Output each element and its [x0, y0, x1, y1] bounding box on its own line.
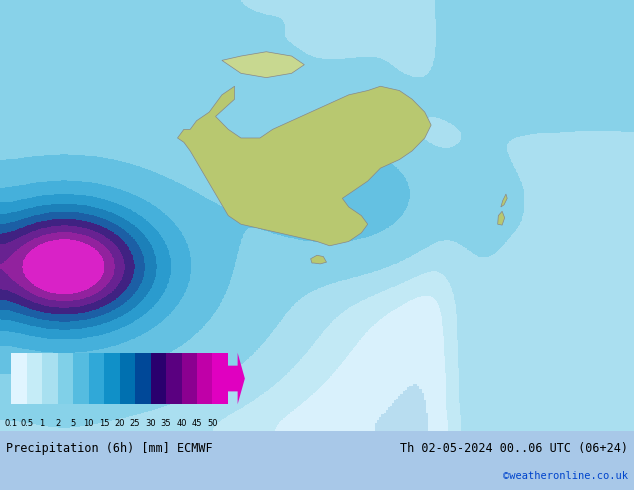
- Text: 10: 10: [83, 419, 94, 428]
- Bar: [181, 353, 197, 404]
- Text: Precipitation (6h) [mm] ECMWF: Precipitation (6h) [mm] ECMWF: [6, 442, 213, 455]
- Bar: [212, 353, 228, 404]
- Text: 1: 1: [39, 419, 45, 428]
- Polygon shape: [501, 194, 507, 207]
- FancyArrow shape: [228, 353, 245, 404]
- Bar: [166, 353, 181, 404]
- Text: ©weatheronline.co.uk: ©weatheronline.co.uk: [503, 471, 628, 481]
- Bar: [11, 353, 27, 404]
- Bar: [42, 353, 58, 404]
- Bar: [104, 353, 120, 404]
- Bar: [135, 353, 150, 404]
- Bar: [120, 353, 135, 404]
- Text: 35: 35: [161, 419, 171, 428]
- Polygon shape: [311, 255, 327, 264]
- Bar: [73, 353, 89, 404]
- Bar: [150, 353, 166, 404]
- Text: 5: 5: [70, 419, 75, 428]
- Text: 50: 50: [207, 419, 217, 428]
- Polygon shape: [222, 52, 304, 77]
- Text: 30: 30: [145, 419, 156, 428]
- Text: 0.5: 0.5: [20, 419, 33, 428]
- Text: Th 02-05-2024 00..06 UTC (06+24): Th 02-05-2024 00..06 UTC (06+24): [399, 442, 628, 455]
- Text: 25: 25: [130, 419, 140, 428]
- Bar: [197, 353, 212, 404]
- Text: 0.1: 0.1: [4, 419, 18, 428]
- Bar: [58, 353, 73, 404]
- Text: 15: 15: [99, 419, 109, 428]
- Text: 40: 40: [176, 419, 187, 428]
- Text: 2: 2: [55, 419, 60, 428]
- Text: 45: 45: [191, 419, 202, 428]
- Text: 20: 20: [114, 419, 125, 428]
- Polygon shape: [178, 86, 431, 246]
- Bar: [27, 353, 42, 404]
- Bar: [89, 353, 104, 404]
- Polygon shape: [498, 211, 505, 225]
